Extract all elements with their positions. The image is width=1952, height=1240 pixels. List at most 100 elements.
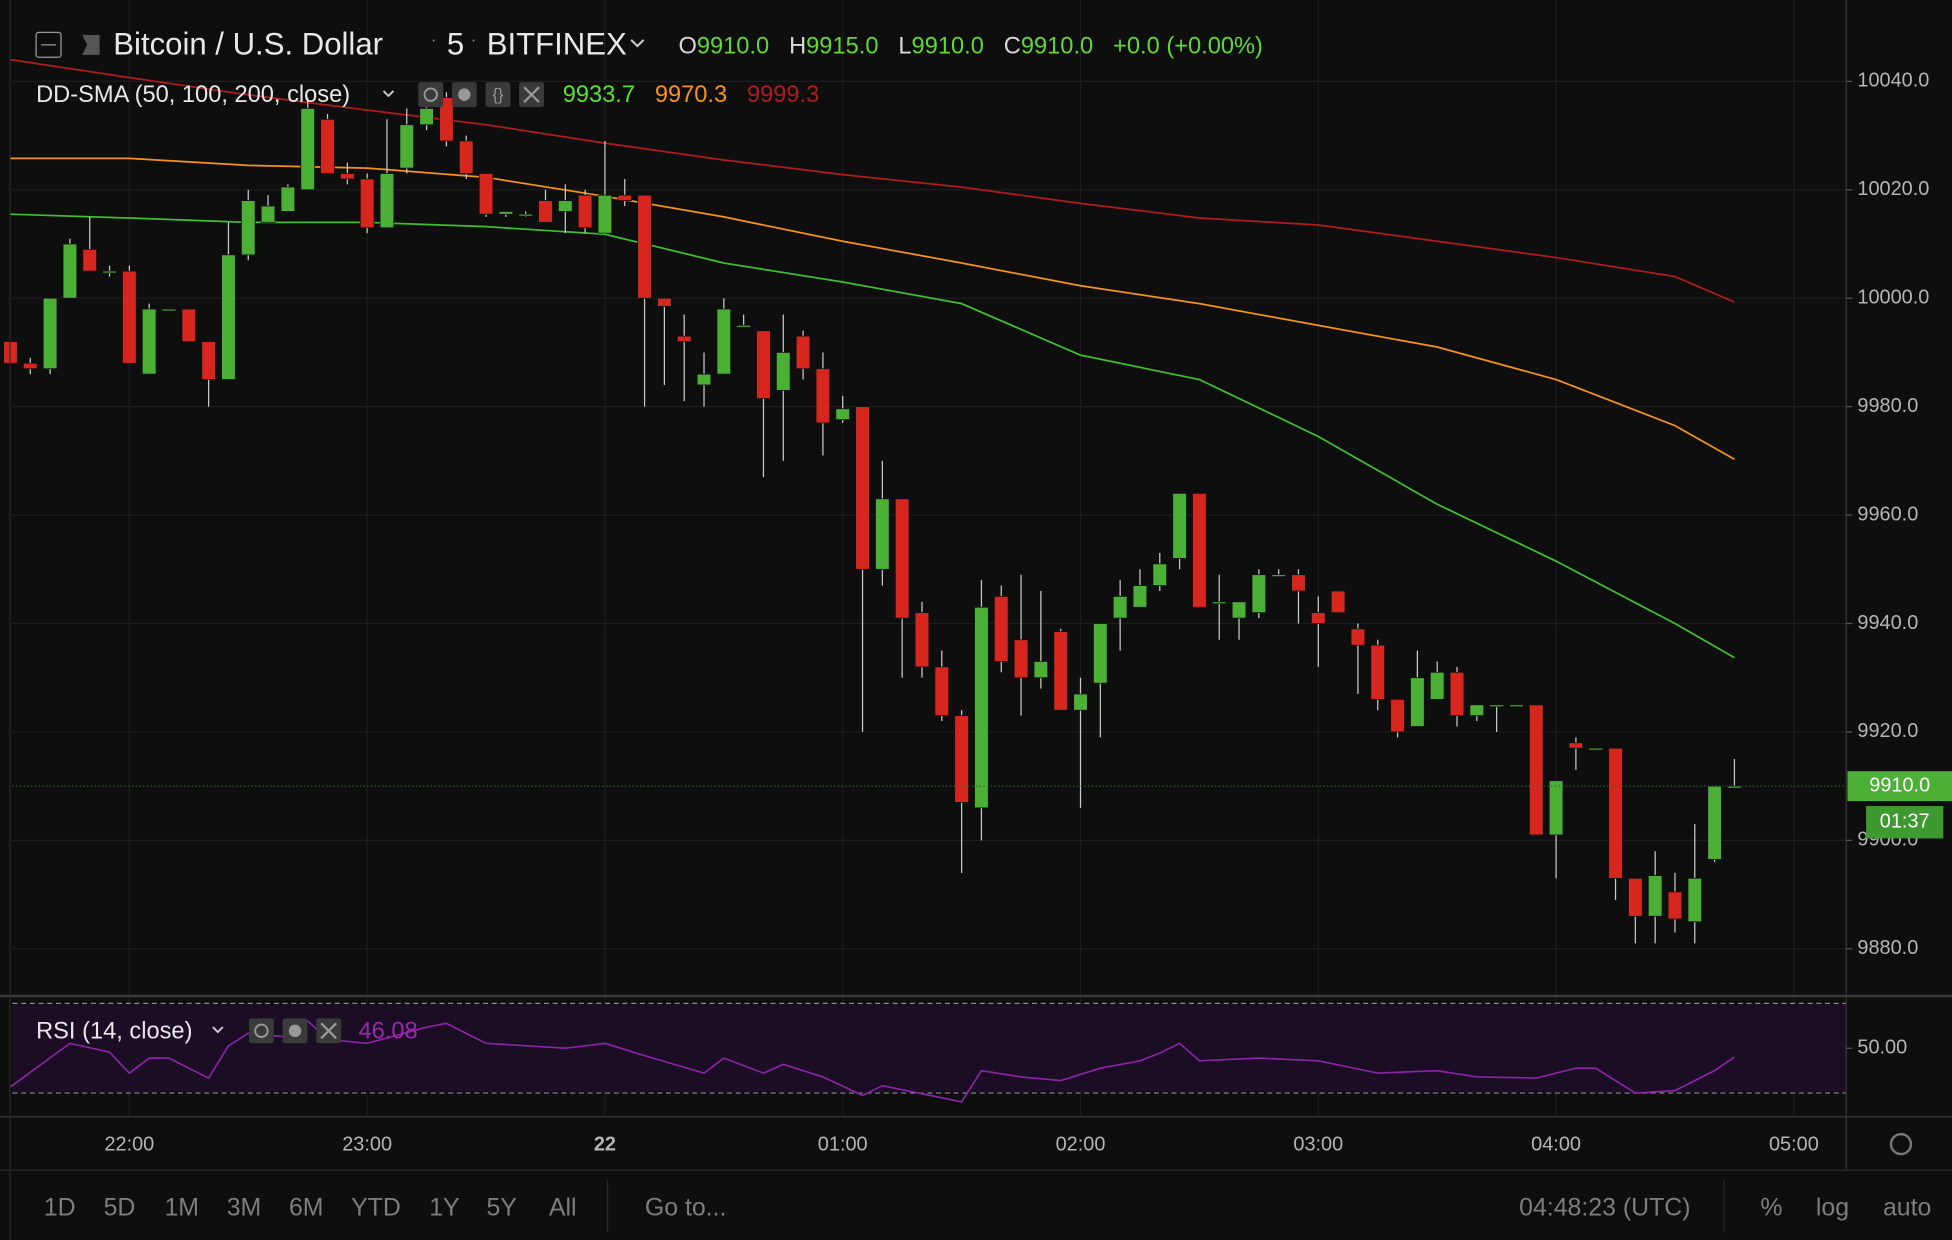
y-tick-label: 9920.0: [1857, 720, 1918, 742]
symbol-chevron[interactable]: [630, 39, 645, 48]
ohlc-value: 9910.0: [912, 34, 984, 60]
source-button[interactable]: [485, 82, 511, 108]
ohlc-readout: O9910.0 H9915.0 L9910.0 C9910.0 +0.0 (+0.00%…: [678, 34, 1262, 60]
candle-body: [736, 324, 751, 328]
x-tick-label: 05:00: [1769, 1134, 1819, 1156]
candle-body: [359, 178, 375, 229]
candle-body: [1469, 704, 1485, 717]
candle-body: [1073, 693, 1088, 711]
close-icon: [320, 1022, 337, 1040]
clock: 04:48:23 (UTC): [1519, 1193, 1690, 1221]
candle-body: [716, 308, 732, 375]
goto-button[interactable]: Go to...: [645, 1193, 727, 1221]
candle-body: [1350, 628, 1366, 646]
x-tick-label: 22:00: [104, 1134, 154, 1156]
candle-body: [280, 186, 296, 212]
scale-option[interactable]: %: [1760, 1193, 1782, 1221]
range-button[interactable]: 3M: [227, 1193, 262, 1221]
candle-body: [1251, 574, 1267, 614]
candle-body: [1667, 891, 1683, 920]
candle-body: [1370, 644, 1385, 700]
candle-body: [1330, 590, 1346, 614]
separator-dot: ·: [431, 30, 437, 50]
range-button[interactable]: 1D: [44, 1193, 76, 1221]
candle-body: [1687, 877, 1703, 923]
range-button[interactable]: 6M: [289, 1193, 324, 1221]
symbol-title[interactable]: Bitcoin / U.S. Dollar: [113, 26, 383, 61]
candle-body: [954, 715, 969, 803]
candle-body: [42, 297, 58, 370]
candle-body: [1152, 563, 1167, 586]
plot-layer: [3, 58, 1847, 1103]
exchange: BITFINEX: [487, 26, 627, 61]
candle-body: [340, 173, 355, 180]
range-button[interactable]: 1M: [164, 1193, 199, 1221]
eye-icon: [423, 87, 438, 102]
x-tick-label: 01:00: [818, 1134, 868, 1156]
ohlc-value: 9910.0: [697, 34, 769, 60]
candle-body: [102, 270, 117, 274]
candle-body: [241, 200, 256, 256]
candle-body: [1311, 612, 1326, 624]
candle-body: [1588, 747, 1603, 751]
candle-body: [320, 118, 335, 174]
range-button[interactable]: YTD: [351, 1193, 401, 1221]
indicator-title[interactable]: DD-SMA (50, 100, 200, close): [36, 82, 350, 108]
candle-body: [1628, 877, 1643, 917]
range-button[interactable]: 1Y: [429, 1193, 460, 1221]
scale-option[interactable]: log: [1816, 1193, 1849, 1221]
candle-body: [815, 368, 831, 424]
candle-body: [221, 254, 236, 380]
ohlc-key: O: [678, 34, 696, 60]
candle-body: [181, 308, 197, 342]
y-tick-label: 9960.0: [1857, 503, 1918, 525]
candle-body: [1568, 742, 1584, 749]
candle-body: [776, 352, 791, 391]
candle-body: [558, 200, 573, 212]
countdown-tag: [1866, 806, 1944, 839]
range-button[interactable]: 5D: [104, 1193, 136, 1221]
scale-option[interactable]: auto: [1883, 1193, 1931, 1221]
candle-body: [1489, 704, 1504, 708]
candle-body: [1548, 780, 1564, 836]
rsi-title[interactable]: RSI (14, close): [36, 1018, 192, 1044]
x-tick-label: 22: [594, 1134, 616, 1156]
rsi-value: 46.08: [359, 1018, 418, 1044]
candle-body: [756, 330, 771, 399]
range-button[interactable]: 5Y: [486, 1193, 517, 1221]
indicator-chevron[interactable]: [382, 90, 395, 98]
visibility-button[interactable]: [248, 1018, 274, 1044]
gear-icon: [288, 1024, 302, 1038]
x-tick-label: 23:00: [342, 1134, 392, 1156]
candle-body: [617, 194, 632, 202]
candle-body: [62, 243, 78, 299]
candle-body: [1390, 699, 1405, 733]
candle-body: [1410, 677, 1425, 727]
candle-body: [1529, 704, 1544, 836]
candle-body: [439, 97, 454, 142]
candle-body: [1013, 639, 1029, 679]
countdown-label: 01:37: [1880, 811, 1930, 833]
candle-body: [82, 249, 97, 272]
candle-body: [894, 498, 910, 619]
candle-body: [379, 173, 395, 229]
candle-body: [300, 108, 315, 191]
range-button[interactable]: All: [549, 1193, 577, 1221]
rsi-chevron[interactable]: [212, 1026, 224, 1034]
visibility-button[interactable]: [418, 82, 444, 108]
y-tick-label: 50.00: [1857, 1037, 1907, 1059]
candle-body: [201, 341, 216, 380]
candle-body: [1132, 585, 1148, 608]
candle-body: [498, 211, 514, 215]
interval: 5: [447, 26, 464, 61]
y-tick-label: 9980.0: [1857, 395, 1918, 417]
collapse-button[interactable]: [35, 31, 62, 58]
candle-body: [141, 308, 157, 375]
y-tick-label: 9940.0: [1857, 612, 1918, 634]
sma-value: 9970.3: [655, 82, 727, 108]
candle-body: [994, 596, 1009, 662]
candle-body: [637, 194, 652, 299]
settings-icon[interactable]: [1889, 1132, 1913, 1156]
